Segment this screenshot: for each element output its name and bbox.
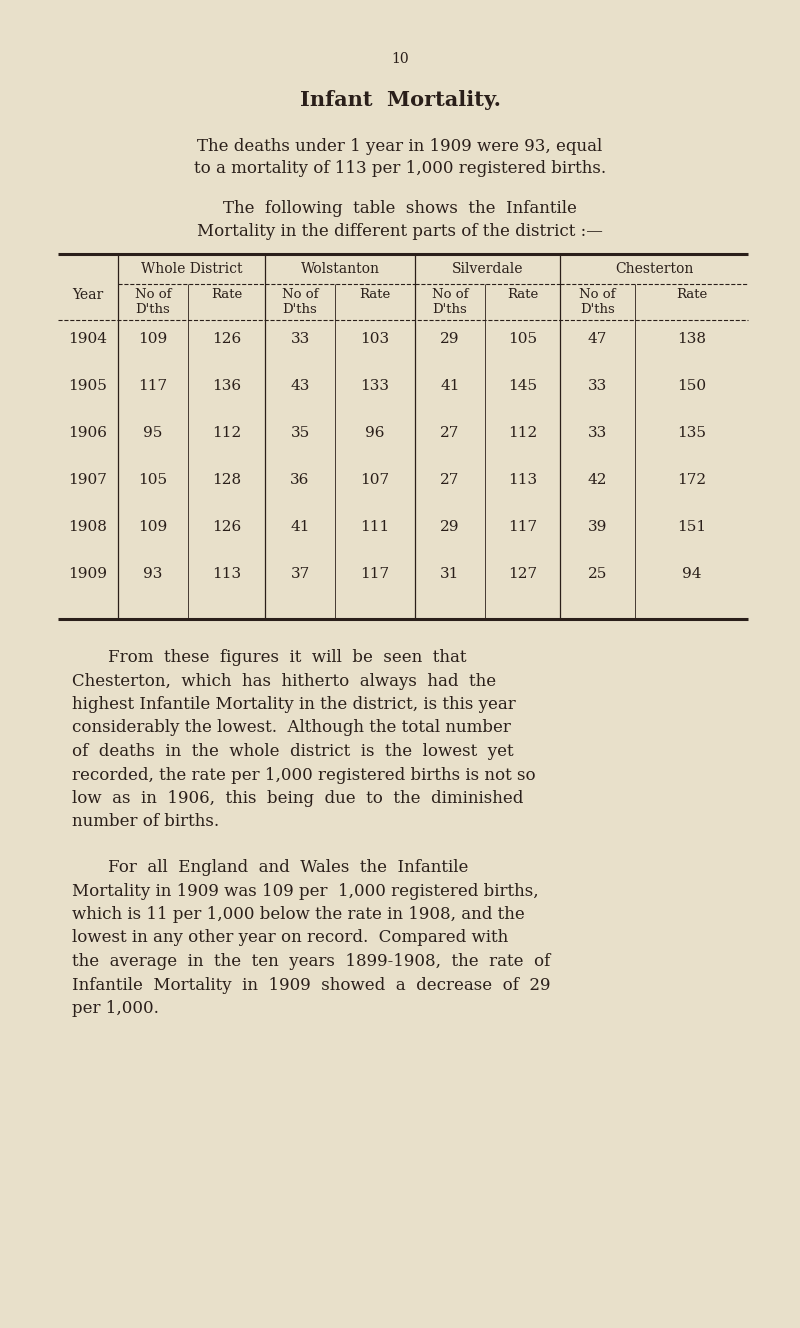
Text: to a mortality of 113 per 1,000 registered births.: to a mortality of 113 per 1,000 register…	[194, 159, 606, 177]
Text: Rate: Rate	[359, 288, 390, 301]
Text: 1904: 1904	[69, 332, 107, 347]
Text: 109: 109	[138, 521, 168, 534]
Text: No of
D'ths: No of D'ths	[134, 288, 171, 316]
Text: 127: 127	[508, 567, 537, 582]
Text: 37: 37	[290, 567, 310, 582]
Text: 107: 107	[361, 473, 390, 487]
Text: 126: 126	[212, 332, 241, 347]
Text: No of
D'ths: No of D'ths	[579, 288, 616, 316]
Text: Wolstanton: Wolstanton	[301, 262, 379, 276]
Text: 39: 39	[588, 521, 607, 534]
Text: Rate: Rate	[507, 288, 538, 301]
Text: 27: 27	[440, 473, 460, 487]
Text: 1905: 1905	[69, 378, 107, 393]
Text: 47: 47	[588, 332, 607, 347]
Text: recorded, the rate per 1,000 registered births is not so: recorded, the rate per 1,000 registered …	[72, 766, 536, 784]
Text: of  deaths  in  the  whole  district  is  the  lowest  yet: of deaths in the whole district is the l…	[72, 742, 514, 760]
Text: 112: 112	[212, 426, 241, 440]
Text: 138: 138	[677, 332, 706, 347]
Text: per 1,000.: per 1,000.	[72, 1000, 159, 1017]
Text: 111: 111	[360, 521, 390, 534]
Text: 133: 133	[361, 378, 390, 393]
Text: Infant  Mortality.: Infant Mortality.	[299, 90, 501, 110]
Text: 33: 33	[588, 378, 607, 393]
Text: 25: 25	[588, 567, 607, 582]
Text: 117: 117	[138, 378, 167, 393]
Text: 93: 93	[143, 567, 162, 582]
Text: 126: 126	[212, 521, 241, 534]
Text: 109: 109	[138, 332, 168, 347]
Text: Year: Year	[72, 288, 104, 301]
Text: 1907: 1907	[69, 473, 107, 487]
Text: 1906: 1906	[69, 426, 107, 440]
Text: 42: 42	[588, 473, 607, 487]
Text: 128: 128	[212, 473, 241, 487]
Text: Silverdale: Silverdale	[452, 262, 523, 276]
Text: Whole District: Whole District	[141, 262, 242, 276]
Text: No of
D'ths: No of D'ths	[282, 288, 318, 316]
Text: The deaths under 1 year in 1909 were 93, equal: The deaths under 1 year in 1909 were 93,…	[198, 138, 602, 155]
Text: The  following  table  shows  the  Infantile: The following table shows the Infantile	[223, 201, 577, 216]
Text: 33: 33	[290, 332, 310, 347]
Text: 36: 36	[290, 473, 310, 487]
Text: 151: 151	[677, 521, 706, 534]
Text: Chesterton,  which  has  hitherto  always  had  the: Chesterton, which has hitherto always ha…	[72, 672, 496, 689]
Text: 29: 29	[440, 332, 460, 347]
Text: 105: 105	[138, 473, 167, 487]
Text: From  these  figures  it  will  be  seen  that: From these figures it will be seen that	[108, 649, 466, 667]
Text: lowest in any other year on record.  Compared with: lowest in any other year on record. Comp…	[72, 930, 508, 947]
Text: highest Infantile Mortality in the district, is this year: highest Infantile Mortality in the distr…	[72, 696, 516, 713]
Text: No of
D'ths: No of D'ths	[432, 288, 468, 316]
Text: 150: 150	[677, 378, 706, 393]
Text: 136: 136	[212, 378, 241, 393]
Text: 113: 113	[508, 473, 537, 487]
Text: 96: 96	[366, 426, 385, 440]
Text: 95: 95	[143, 426, 162, 440]
Text: 1908: 1908	[69, 521, 107, 534]
Text: 117: 117	[361, 567, 390, 582]
Text: the  average  in  the  ten  years  1899-1908,  the  rate  of: the average in the ten years 1899-1908, …	[72, 954, 550, 969]
Text: 145: 145	[508, 378, 537, 393]
Text: 94: 94	[682, 567, 702, 582]
Text: Rate: Rate	[211, 288, 242, 301]
Text: 105: 105	[508, 332, 537, 347]
Text: 117: 117	[508, 521, 537, 534]
Text: Rate: Rate	[676, 288, 707, 301]
Text: 1909: 1909	[69, 567, 107, 582]
Text: 103: 103	[361, 332, 390, 347]
Text: Chesterton: Chesterton	[615, 262, 693, 276]
Text: Mortality in 1909 was 109 per  1,000 registered births,: Mortality in 1909 was 109 per 1,000 regi…	[72, 883, 538, 899]
Text: Infantile  Mortality  in  1909  showed  a  decrease  of  29: Infantile Mortality in 1909 showed a dec…	[72, 976, 550, 993]
Text: 113: 113	[212, 567, 241, 582]
Text: 10: 10	[391, 52, 409, 66]
Text: number of births.: number of births.	[72, 814, 219, 830]
Text: 135: 135	[677, 426, 706, 440]
Text: 41: 41	[290, 521, 310, 534]
Text: 172: 172	[677, 473, 706, 487]
Text: 35: 35	[290, 426, 310, 440]
Text: For  all  England  and  Wales  the  Infantile: For all England and Wales the Infantile	[108, 859, 468, 876]
Text: 31: 31	[440, 567, 460, 582]
Text: 29: 29	[440, 521, 460, 534]
Text: 112: 112	[508, 426, 537, 440]
Text: 43: 43	[290, 378, 310, 393]
Text: Mortality in the different parts of the district :—: Mortality in the different parts of the …	[197, 223, 603, 240]
Text: 41: 41	[440, 378, 460, 393]
Text: low  as  in  1906,  this  being  due  to  the  diminished: low as in 1906, this being due to the di…	[72, 790, 523, 807]
Text: 33: 33	[588, 426, 607, 440]
Text: considerably the lowest.  Although the total number: considerably the lowest. Although the to…	[72, 720, 511, 737]
Text: 27: 27	[440, 426, 460, 440]
Text: which is 11 per 1,000 below the rate in 1908, and the: which is 11 per 1,000 below the rate in …	[72, 906, 525, 923]
